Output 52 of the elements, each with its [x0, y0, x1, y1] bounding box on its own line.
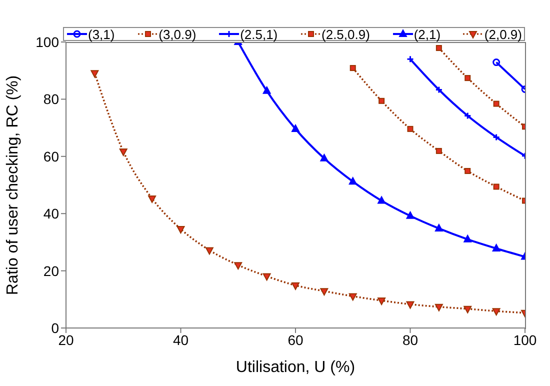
x-tick-label: 20 — [58, 332, 74, 348]
y-tick-label: 60 — [43, 148, 60, 164]
point — [464, 168, 471, 174]
point — [350, 65, 356, 72]
point — [492, 308, 500, 316]
point — [378, 298, 386, 306]
point — [464, 75, 471, 82]
point — [407, 126, 414, 132]
point — [434, 224, 443, 232]
y-tick-label: 40 — [43, 206, 60, 222]
point — [378, 98, 385, 104]
point — [292, 282, 300, 290]
point — [292, 124, 300, 132]
point — [434, 304, 443, 312]
point — [320, 288, 328, 296]
y-tick-label: 20 — [43, 262, 60, 279]
x-axis-title: Utilisation, U (%) — [236, 359, 356, 376]
legend-label: (2.5,1) — [240, 26, 278, 42]
point — [406, 301, 414, 309]
point — [464, 234, 472, 242]
point — [464, 306, 472, 314]
x-tick-label: 100 — [513, 332, 537, 348]
point — [348, 293, 357, 301]
point — [378, 196, 386, 204]
point — [262, 86, 271, 94]
legend-label: (3,0.9) — [158, 26, 196, 42]
legend-label: (3,1) — [88, 26, 115, 42]
point — [493, 100, 500, 107]
y-tick-label: 0 — [51, 320, 60, 336]
point — [436, 45, 442, 52]
point — [262, 273, 271, 281]
point — [493, 184, 500, 190]
point — [234, 262, 242, 270]
y-tick-label: 80 — [43, 91, 60, 108]
point — [320, 154, 328, 162]
point — [148, 195, 156, 203]
x-tick-label: 80 — [402, 332, 418, 348]
point — [436, 148, 442, 154]
legend-label: (2.5,0.9) — [322, 26, 370, 42]
point — [348, 177, 357, 185]
x-tick-label: 40 — [172, 332, 189, 348]
point — [406, 211, 414, 219]
point — [119, 148, 128, 156]
legend-label: (2,1) — [414, 26, 441, 42]
point — [90, 70, 99, 78]
x-tick-label: 60 — [288, 332, 304, 348]
point — [176, 226, 185, 234]
point — [492, 244, 500, 252]
y-axis-title: Ratio of user checking, RC (%) — [4, 75, 22, 295]
point — [205, 247, 214, 255]
legend-label: (2,0.9) — [484, 26, 522, 42]
y-tick-label: 100 — [36, 34, 60, 50]
